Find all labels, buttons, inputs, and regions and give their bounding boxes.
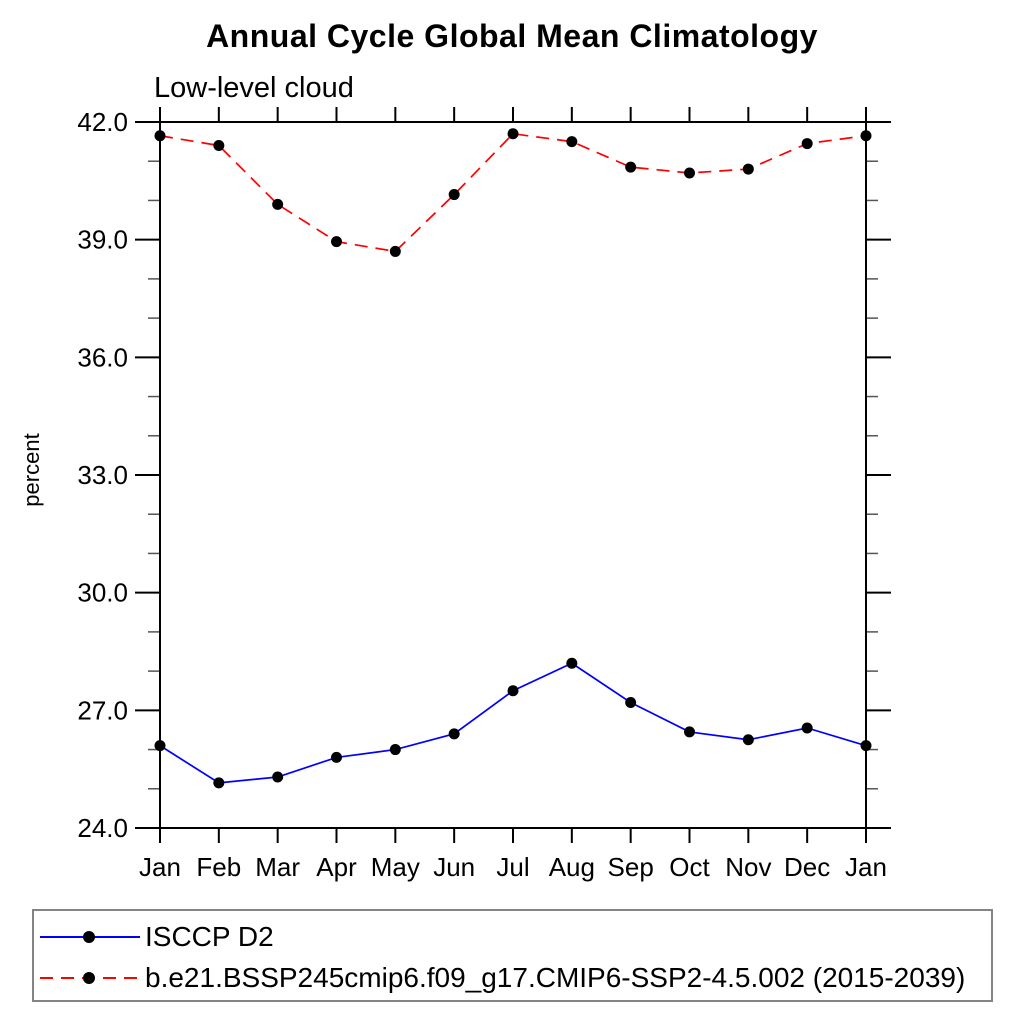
plot-box xyxy=(159,121,867,829)
x-tick-label: Jan xyxy=(139,852,181,882)
data-point xyxy=(213,777,225,789)
legend-line-dashed-icon xyxy=(40,972,140,984)
data-point xyxy=(742,734,754,746)
data-point xyxy=(801,138,813,150)
legend-label: ISCCP D2 xyxy=(145,921,274,952)
series-line-0 xyxy=(159,662,867,784)
data-point xyxy=(154,130,166,142)
y-tick-label: 30.0 xyxy=(77,578,128,608)
y-tick-label: 27.0 xyxy=(77,695,128,725)
y-tick-label: 39.0 xyxy=(77,225,128,255)
data-point xyxy=(625,696,637,708)
y-tick-label: 24.0 xyxy=(77,813,128,843)
data-point xyxy=(448,189,460,201)
data-point xyxy=(331,236,342,248)
x-tick-label: Feb xyxy=(196,852,241,882)
data-point xyxy=(625,161,637,173)
data-point xyxy=(860,130,872,142)
x-tick-label: Jun xyxy=(433,852,475,882)
legend-line-solid-icon xyxy=(40,931,140,943)
chart-title: Annual Cycle Global Mean Climatology xyxy=(206,18,818,54)
data-point xyxy=(684,726,695,738)
x-tick-label: Jul xyxy=(496,852,529,882)
x-tick-label: Dec xyxy=(784,852,830,882)
y-tick-label: 42.0 xyxy=(77,107,128,137)
legend-label: b.e21.BSSP245cmip6.f09_g17.CMIP6-SSP2-4.… xyxy=(145,962,966,993)
data-point xyxy=(801,722,813,734)
x-tick-label: Sep xyxy=(608,852,654,882)
data-point xyxy=(389,245,401,257)
data-point xyxy=(566,136,578,148)
legend-item-isccp: ISCCP D2 xyxy=(34,918,991,956)
data-point xyxy=(154,740,166,752)
data-point xyxy=(684,167,695,179)
data-point xyxy=(507,128,519,140)
x-tick-label: Aug xyxy=(549,852,595,882)
data-point xyxy=(331,751,342,763)
x-tick-label: Apr xyxy=(316,852,357,882)
legend: ISCCP D2 b.e21.BSSP245cmip6.f09_g17.CMIP… xyxy=(32,909,993,1002)
data-point xyxy=(448,728,460,740)
data-point xyxy=(742,163,754,175)
data-point xyxy=(860,740,872,752)
legend-item-model: b.e21.BSSP245cmip6.f09_g17.CMIP6-SSP2-4.… xyxy=(34,959,991,997)
y-tick-label: 36.0 xyxy=(77,342,128,372)
series-line-1 xyxy=(159,132,867,253)
data-point xyxy=(272,198,284,210)
x-tick-label: Oct xyxy=(669,852,710,882)
x-tick-label: May xyxy=(371,852,420,882)
data-point xyxy=(213,140,225,152)
data-point xyxy=(566,657,578,669)
data-point xyxy=(272,771,284,783)
chart-subtitle: Low-level cloud xyxy=(154,72,354,104)
x-tick-label: Nov xyxy=(725,852,771,882)
y-tick-label: 33.0 xyxy=(77,460,128,490)
x-tick-label: Mar xyxy=(255,852,300,882)
x-tick-label: Jan xyxy=(845,852,887,882)
data-point xyxy=(507,685,519,697)
data-point xyxy=(389,744,401,756)
